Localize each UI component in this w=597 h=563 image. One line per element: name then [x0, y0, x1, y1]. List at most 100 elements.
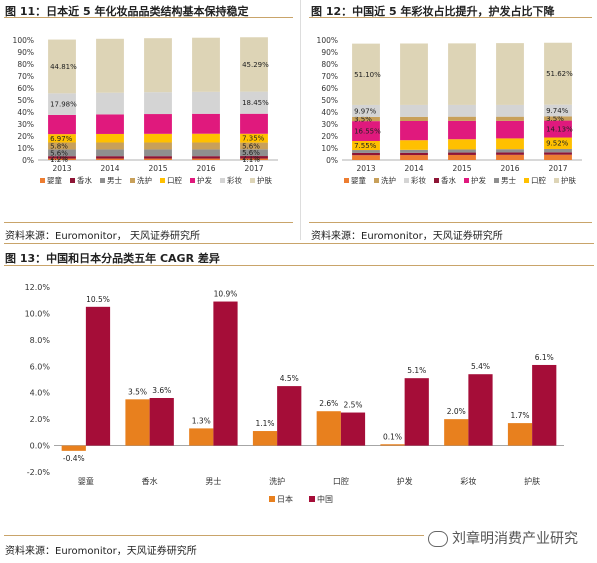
legend-swatch — [70, 178, 75, 183]
bar-segment — [448, 139, 476, 150]
legend-swatch — [434, 178, 439, 183]
fig11-source: 资料来源：Euromonitor， 天风证券研究所 — [5, 231, 200, 242]
legend-swatch — [464, 178, 469, 183]
data-label: 6.97% — [50, 135, 73, 143]
y-tick-label: 40% — [321, 108, 338, 117]
bar-segment — [144, 38, 172, 93]
bar-segment — [400, 155, 428, 160]
y-tick-label: 8.0% — [30, 336, 51, 345]
data-label: 2.5% — [343, 401, 362, 410]
data-label: 3.5% — [128, 387, 147, 396]
bar-segment — [48, 39, 76, 94]
bar — [507, 423, 533, 446]
bar — [380, 444, 405, 446]
bar — [125, 399, 150, 446]
x-tick-label: 2015 — [148, 164, 167, 173]
bar-segment — [96, 133, 124, 143]
y-tick-label: 40% — [17, 108, 34, 117]
y-tick-label: 0% — [22, 156, 34, 165]
x-tick-label: 洗护 — [269, 476, 285, 486]
x-tick-label: 彩妆 — [460, 476, 476, 486]
data-label: 0.1% — [383, 432, 402, 441]
data-label: 2.0% — [50, 154, 68, 162]
bar — [61, 445, 86, 451]
bar-segment — [48, 149, 76, 157]
x-tick-label: 2017 — [548, 164, 567, 173]
bar-segment — [400, 121, 428, 141]
legend-label: 香水 — [77, 175, 92, 185]
bar-segment — [496, 138, 524, 150]
data-label: 51.10% — [354, 71, 381, 79]
bar-segment — [544, 152, 572, 155]
bar-segment — [496, 120, 524, 139]
y-tick-label: 100% — [13, 36, 34, 45]
bar — [252, 431, 278, 446]
data-label: 1.1% — [242, 156, 260, 164]
fig12-bottom-rule — [309, 222, 592, 223]
data-label: 10.9% — [214, 290, 238, 299]
bar-segment — [144, 158, 172, 160]
legend-swatch — [190, 178, 195, 183]
x-tick-label: 2013 — [356, 164, 375, 173]
bar-segment — [192, 91, 220, 114]
legend-swatch — [344, 178, 349, 183]
y-tick-label: 20% — [17, 132, 34, 141]
bar-segment — [144, 156, 172, 159]
legend-swatch — [494, 178, 499, 183]
data-label: 51.62% — [546, 70, 573, 78]
bar-segment — [448, 104, 476, 117]
data-label: 2.0% — [447, 407, 466, 416]
legend-swatch — [269, 496, 275, 502]
data-label: 18.45% — [242, 99, 269, 107]
bar-segment — [400, 43, 428, 105]
legend-swatch — [250, 178, 255, 183]
data-label: 45.29% — [242, 61, 269, 69]
x-tick-label: 香水 — [142, 476, 158, 486]
legend-swatch — [160, 178, 165, 183]
bar-segment — [400, 140, 428, 150]
x-tick-label: 2016 — [196, 164, 215, 173]
bar-segment — [240, 133, 268, 143]
y-tick-label: 0.0% — [30, 442, 51, 451]
legend-label: 洗护 — [381, 175, 396, 185]
data-label: 5.1% — [407, 366, 426, 375]
data-label: 17.98% — [50, 101, 77, 109]
bar-segment — [448, 116, 476, 121]
y-tick-label: -2.0% — [27, 468, 51, 477]
y-tick-label: 70% — [17, 72, 34, 81]
bar-segment — [48, 158, 76, 160]
x-tick-label: 2017 — [244, 164, 263, 173]
bar-segment — [544, 148, 572, 153]
x-tick-label: 护发 — [397, 476, 413, 486]
data-label: 5.6% — [50, 149, 68, 157]
bar-segment — [48, 134, 76, 143]
x-tick-label: 口腔 — [333, 476, 349, 486]
x-tick-label: 2014 — [404, 164, 423, 173]
y-tick-label: 80% — [17, 60, 34, 69]
bar-segment — [240, 37, 268, 92]
legend-swatch — [100, 178, 105, 183]
bar-segment — [96, 38, 124, 93]
fig13-cagr-bar-chart: -2.0% 0.0% 2.0% 4.0% 6.0% 8.0% 10.0% 12.0% -0.4%… — [25, 283, 564, 504]
bar — [277, 386, 302, 446]
legend-swatch — [130, 178, 135, 183]
data-label: 3.5% — [354, 116, 372, 124]
data-label: 3.6% — [152, 386, 171, 395]
legend-swatch — [40, 178, 45, 183]
data-label: 7.35% — [242, 135, 265, 143]
x-tick-label: 男士 — [205, 476, 221, 486]
fig11-stacked-bar-chart: 0% 10% 20% 30% 40% 50% 60% 70% 80% 90% 100% 1.2%2.0… — [13, 36, 278, 185]
y-tick-label: 60% — [17, 84, 34, 93]
bar-segment — [48, 114, 76, 135]
legend-label: 彩妆 — [411, 175, 426, 185]
bar — [444, 419, 469, 446]
legend-label: 洗护 — [137, 175, 152, 185]
legend-label: 口腔 — [531, 175, 546, 185]
bar-segment — [192, 156, 220, 159]
bar-segment — [400, 104, 428, 117]
y-tick-label: 60% — [321, 84, 338, 93]
fig12-title-rule — [309, 17, 592, 18]
y-tick-label: 10% — [17, 144, 34, 153]
bar-segment — [240, 142, 268, 150]
bar-segment — [192, 133, 220, 143]
